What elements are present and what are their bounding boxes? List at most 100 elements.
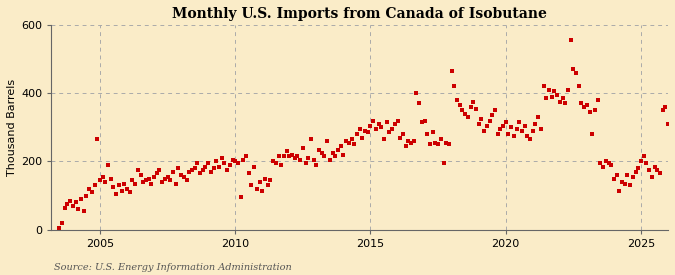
Point <box>497 123 508 128</box>
Point <box>422 132 433 136</box>
Point <box>344 141 354 145</box>
Point <box>368 118 379 123</box>
Point <box>308 158 319 162</box>
Point <box>189 166 200 170</box>
Point <box>300 161 311 165</box>
Point <box>449 84 460 89</box>
Point <box>357 135 368 140</box>
Point <box>360 128 371 133</box>
Point <box>346 137 357 141</box>
Point <box>167 169 178 174</box>
Point <box>468 100 479 104</box>
Point <box>330 154 341 159</box>
Point <box>649 164 660 169</box>
Point <box>462 115 473 119</box>
Point <box>319 154 330 159</box>
Point <box>333 147 344 152</box>
Point <box>116 188 127 193</box>
Point <box>481 123 492 128</box>
Point <box>527 128 538 133</box>
Point <box>603 161 614 165</box>
Point <box>354 127 365 131</box>
Point <box>411 91 422 95</box>
Point <box>349 142 360 147</box>
Point <box>281 149 292 153</box>
Point <box>311 163 322 167</box>
Point <box>503 132 514 136</box>
Point <box>124 190 135 194</box>
Point <box>84 187 95 191</box>
Point <box>176 173 186 177</box>
Point <box>416 120 427 124</box>
Point <box>265 178 276 183</box>
Point <box>628 175 639 179</box>
Point <box>130 182 140 186</box>
Point <box>335 144 346 148</box>
Title: Monthly U.S. Imports from Canada of Isobutane: Monthly U.S. Imports from Canada of Isob… <box>172 7 547 21</box>
Point <box>508 134 519 138</box>
Point <box>476 117 487 121</box>
Point <box>140 178 151 183</box>
Point <box>298 146 308 150</box>
Point <box>59 205 70 210</box>
Point <box>487 113 497 118</box>
Point <box>398 132 408 136</box>
Point <box>202 161 213 165</box>
Point <box>655 171 666 176</box>
Point <box>479 128 489 133</box>
Point <box>81 193 92 198</box>
Point <box>612 173 622 177</box>
Point <box>395 135 406 140</box>
Point <box>387 127 398 131</box>
Point <box>317 151 327 155</box>
Point <box>341 139 352 143</box>
Point <box>573 84 584 89</box>
Point <box>268 159 279 164</box>
Point <box>157 180 167 184</box>
Point <box>617 180 628 184</box>
Point <box>338 152 349 157</box>
Point <box>533 115 543 119</box>
Point <box>403 139 414 143</box>
Point <box>89 183 100 188</box>
Point <box>306 137 317 141</box>
Point <box>260 176 271 181</box>
Point <box>68 204 78 208</box>
Point <box>70 200 81 205</box>
Point <box>524 137 535 141</box>
Point <box>668 144 675 148</box>
Point <box>76 197 86 201</box>
Point <box>460 111 470 116</box>
Point <box>244 171 254 176</box>
Point <box>230 159 240 164</box>
Point <box>178 175 189 179</box>
Point <box>400 144 411 148</box>
Point <box>254 180 265 184</box>
Point <box>657 108 668 112</box>
Point <box>454 103 465 107</box>
Point <box>392 118 403 123</box>
Point <box>97 175 108 179</box>
Point <box>514 120 524 124</box>
Point <box>535 127 546 131</box>
Point <box>162 175 173 179</box>
Point <box>614 188 625 193</box>
Point <box>184 169 194 174</box>
Point <box>438 161 449 165</box>
Point <box>197 168 208 172</box>
Point <box>543 87 554 92</box>
Point <box>273 154 284 159</box>
Point <box>560 101 570 106</box>
Point <box>473 122 484 126</box>
Point <box>148 175 159 179</box>
Point <box>452 98 462 102</box>
Point <box>151 171 162 176</box>
Point <box>576 101 587 106</box>
Point <box>122 187 132 191</box>
Point <box>406 141 416 145</box>
Point <box>221 168 232 172</box>
Point <box>506 125 516 130</box>
Point <box>249 164 260 169</box>
Point <box>92 137 103 141</box>
Point <box>54 226 65 230</box>
